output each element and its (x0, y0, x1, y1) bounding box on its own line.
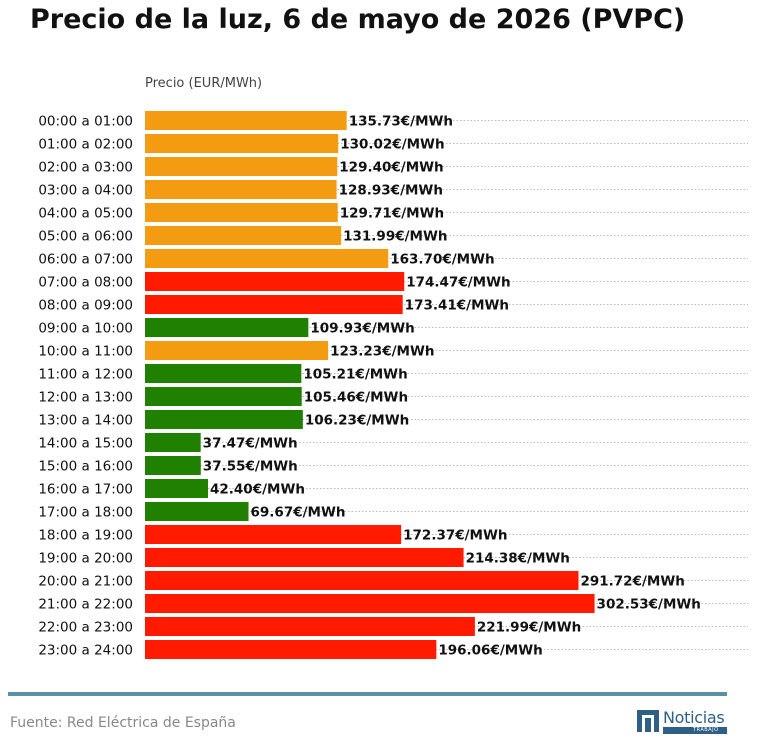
value-label: 196.06€/MWh (438, 643, 542, 659)
value-labels: 135.73€/MWh 130.02€/MWh 129.40€/MWh 128.93€… (203, 114, 701, 659)
category-tick-label: 13:00 a 14:00 (38, 413, 133, 429)
footer-divider (8, 692, 727, 696)
source-note: Fuente: Red Eléctrica de España (10, 715, 236, 731)
bar (145, 364, 302, 383)
category-tick-label: 18:00 a 19:00 (38, 528, 133, 544)
category-tick-label: 04:00 a 05:00 (38, 206, 133, 222)
category-tick-label: 03:00 a 04:00 (38, 183, 133, 199)
bar (145, 157, 338, 176)
category-tick-label: 07:00 a 08:00 (38, 275, 133, 291)
category-tick-label: 01:00 a 02:00 (38, 137, 133, 153)
category-tick-label: 10:00 a 11:00 (38, 344, 133, 360)
bar (145, 502, 249, 521)
value-label: 37.47€/MWh (203, 436, 298, 452)
bar (145, 249, 389, 268)
value-label: 37.55€/MWh (203, 459, 298, 475)
bar (145, 226, 342, 245)
bar (145, 134, 339, 153)
value-label: 221.99€/MWh (477, 620, 581, 636)
value-label: 172.37€/MWh (403, 528, 507, 544)
value-label: 105.21€/MWh (303, 367, 407, 383)
value-label: 106.23€/MWh (305, 413, 409, 429)
bar (145, 272, 405, 291)
category-tick-label: 16:00 a 17:00 (38, 482, 133, 498)
chart-title: Precio de la luz, 6 de mayo de 2026 (PVP… (30, 4, 686, 35)
category-tick-label: 15:00 a 16:00 (38, 459, 133, 475)
category-tick-label: 09:00 a 10:00 (38, 321, 133, 337)
bar (145, 203, 338, 222)
category-tick-label: 17:00 a 18:00 (38, 505, 133, 521)
gridlines (145, 120, 748, 650)
value-label: 123.23€/MWh (330, 344, 434, 360)
category-tick-label: 08:00 a 09:00 (38, 298, 133, 314)
value-label: 135.73€/MWh (349, 114, 453, 130)
value-label: 173.41€/MWh (405, 298, 509, 314)
bar (145, 640, 437, 659)
value-label: 163.70€/MWh (390, 252, 494, 268)
value-label: 214.38€/MWh (466, 551, 570, 567)
category-tick-label: 00:00 a 01:00 (38, 114, 133, 130)
bar (145, 548, 464, 567)
category-tick-label: 23:00 a 24:00 (38, 643, 133, 659)
value-label: 129.40€/MWh (339, 160, 443, 176)
brand-logo: Noticias TRABAJO (637, 708, 737, 738)
bar (145, 318, 309, 337)
bar (145, 594, 595, 613)
bar (145, 456, 201, 475)
value-label: 128.93€/MWh (339, 183, 443, 199)
category-tick-label: 22:00 a 23:00 (38, 620, 133, 636)
category-tick-label: 12:00 a 13:00 (38, 390, 133, 406)
bar (145, 410, 303, 429)
bar (145, 387, 302, 406)
bar (145, 571, 579, 590)
bar (145, 433, 201, 452)
logo-sub-bar (663, 727, 727, 734)
value-label: 105.46€/MWh (304, 390, 408, 406)
category-tick-label: 20:00 a 21:00 (38, 574, 133, 590)
category-tick-label: 11:00 a 12:00 (38, 367, 133, 383)
bar (145, 341, 329, 360)
logo-brand-text: Noticias (663, 708, 725, 727)
category-tick-label: 14:00 a 15:00 (38, 436, 133, 452)
bars (145, 111, 595, 659)
bar (145, 525, 402, 544)
value-label: 291.72€/MWh (580, 574, 684, 590)
value-label: 129.71€/MWh (340, 206, 444, 222)
bar (145, 479, 209, 498)
value-label: 131.99€/MWh (343, 229, 447, 245)
category-tick-labels: 00:00 a 01:00 01:00 a 02:00 02:00 a 03:00 0… (38, 114, 133, 659)
bar (145, 617, 475, 636)
value-label: 130.02€/MWh (340, 137, 444, 153)
bar (145, 295, 403, 314)
logo-mark-icon (637, 710, 659, 732)
category-tick-label: 21:00 a 22:00 (38, 597, 133, 613)
value-label: 69.67€/MWh (251, 505, 346, 521)
bar-chart: Precio (EUR/MWh) 00:00 a 01:00 01:00 a 02… (38, 76, 748, 659)
category-tick-label: 06:00 a 07:00 (38, 252, 133, 268)
category-tick-label: 02:00 a 03:00 (38, 160, 133, 176)
bar (145, 180, 337, 199)
value-label: 109.93€/MWh (310, 321, 414, 337)
x-axis-label: Precio (EUR/MWh) (145, 76, 262, 91)
category-tick-label: 05:00 a 06:00 (38, 229, 133, 245)
bar (145, 111, 347, 130)
logo-sub-text: TRABAJO (693, 727, 719, 733)
value-label: 42.40€/MWh (210, 482, 305, 498)
value-label: 302.53€/MWh (597, 597, 701, 613)
value-label: 174.47€/MWh (406, 275, 510, 291)
category-tick-label: 19:00 a 20:00 (38, 551, 133, 567)
